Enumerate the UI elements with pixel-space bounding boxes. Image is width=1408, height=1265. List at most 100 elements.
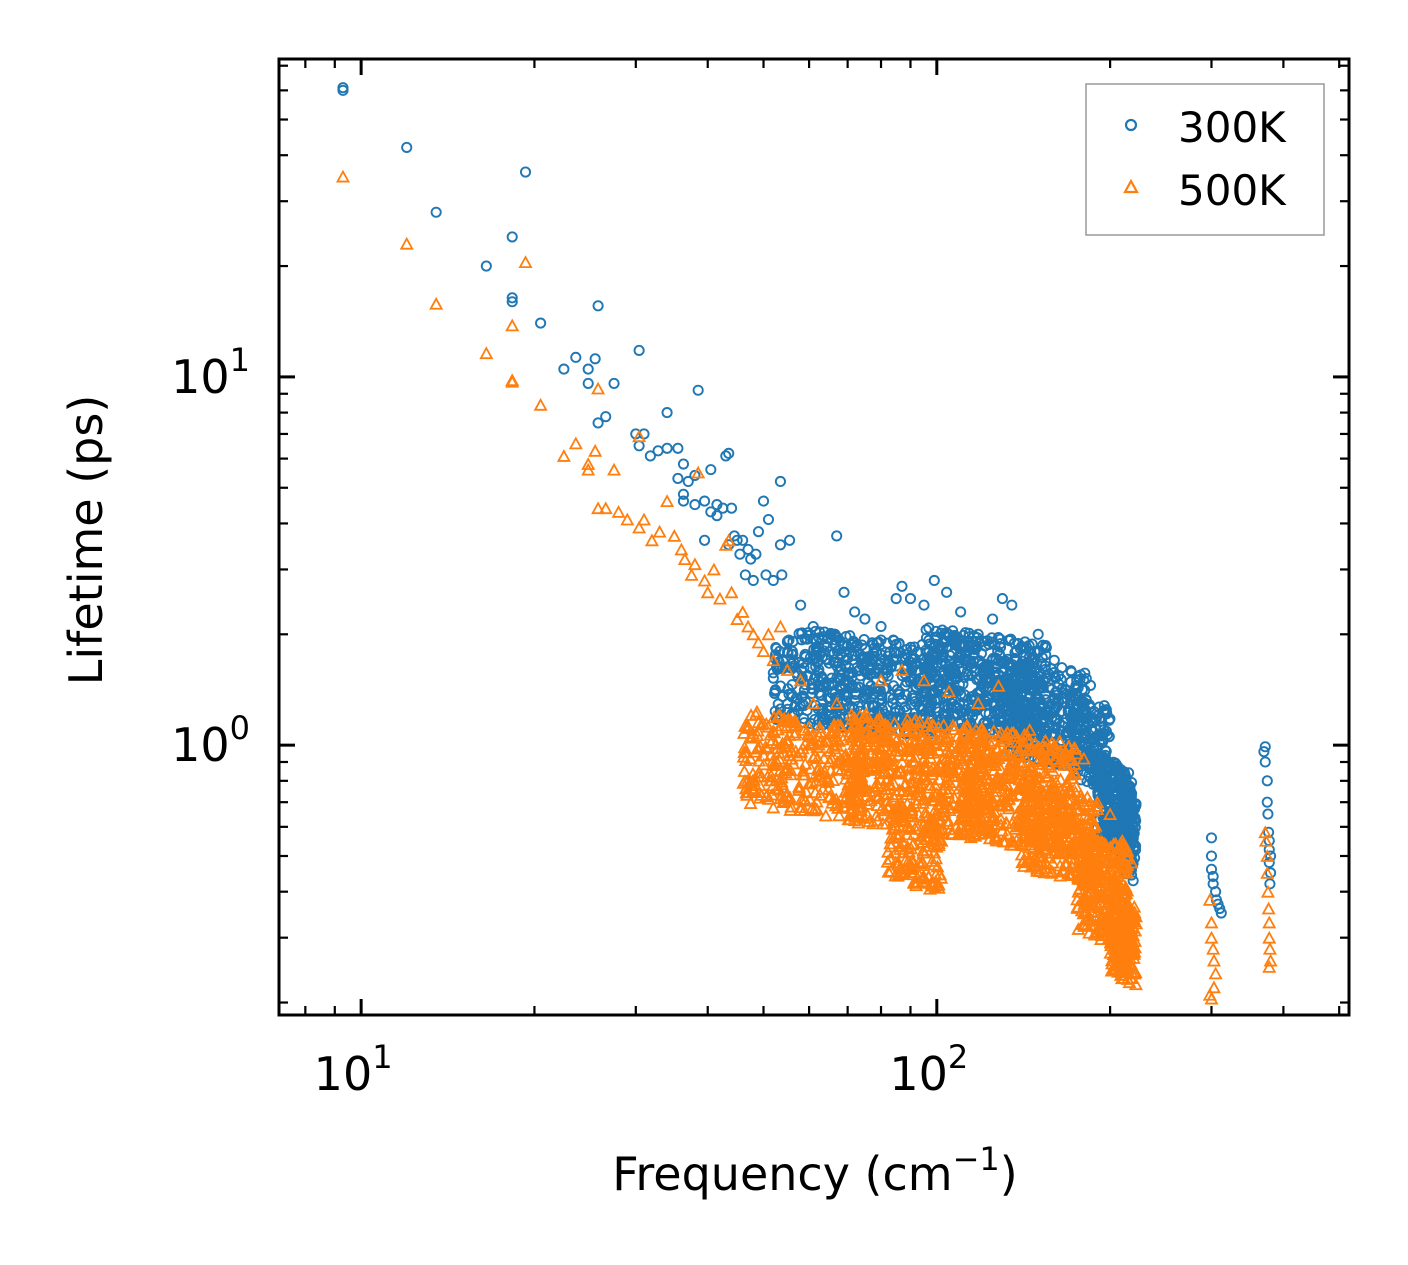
data-point <box>746 627 761 641</box>
data-point <box>957 629 969 641</box>
data-point <box>726 502 738 514</box>
data-point <box>856 810 871 824</box>
data-point <box>1120 865 1135 879</box>
data-point <box>968 828 983 842</box>
data-point <box>937 793 952 807</box>
data-point <box>1104 713 1116 725</box>
data-point <box>929 878 944 891</box>
plot-frame <box>277 57 1351 1017</box>
data-point <box>753 739 768 753</box>
data-point <box>816 651 828 663</box>
data-point <box>1010 665 1022 677</box>
data-point <box>988 758 1003 772</box>
data-point <box>961 647 973 659</box>
data-point <box>774 475 786 488</box>
data-point <box>969 666 981 678</box>
data-point <box>620 512 635 526</box>
data-point <box>1072 709 1085 721</box>
data-point <box>797 803 812 816</box>
data-point <box>1202 987 1217 1001</box>
data-point <box>948 687 960 699</box>
data-point <box>888 826 903 840</box>
data-point <box>866 637 878 649</box>
data-point <box>841 812 856 826</box>
data-point <box>915 795 930 809</box>
data-point <box>684 568 699 581</box>
data-point <box>914 701 926 713</box>
data-point <box>1205 863 1218 875</box>
data-point <box>1076 751 1091 765</box>
legend[interactable]: 300K 500K <box>1085 83 1325 236</box>
data-point <box>1009 729 1024 742</box>
data-point <box>672 442 684 454</box>
data-point <box>852 758 867 772</box>
data-point <box>873 740 888 754</box>
data-point <box>764 768 779 782</box>
data-point <box>879 816 894 830</box>
data-point <box>928 736 943 750</box>
data-point <box>598 501 613 515</box>
data-point <box>799 650 811 662</box>
data-point <box>480 260 492 272</box>
data-point <box>917 822 932 836</box>
data-point <box>918 599 930 611</box>
data-point <box>956 721 972 735</box>
data-point <box>1066 813 1081 826</box>
data-point <box>766 758 781 771</box>
data-point <box>989 833 1004 847</box>
data-point <box>989 740 1004 754</box>
data-point <box>739 569 751 581</box>
data-point <box>849 606 861 618</box>
data-point <box>919 691 931 703</box>
data-point <box>873 673 889 687</box>
data-point <box>730 612 745 625</box>
data-point <box>1126 908 1141 922</box>
data-point <box>1014 847 1029 861</box>
data-point <box>998 767 1013 780</box>
data-point <box>996 593 1008 605</box>
data-point <box>893 738 908 751</box>
data-point <box>916 673 932 687</box>
data-point <box>1104 769 1116 781</box>
data-point <box>1080 918 1095 932</box>
data-point <box>913 828 928 842</box>
data-point <box>986 636 998 648</box>
data-point <box>1120 895 1135 909</box>
data-point <box>1108 919 1123 933</box>
data-point <box>1053 820 1068 833</box>
series-500K <box>335 169 1278 1005</box>
data-point <box>568 436 583 450</box>
data-point <box>774 539 786 551</box>
data-point <box>787 648 799 660</box>
data-point <box>1051 689 1063 701</box>
data-point <box>810 661 822 673</box>
data-point <box>1076 794 1091 807</box>
data-point <box>947 661 959 673</box>
data-point <box>928 867 943 881</box>
data-point <box>1014 758 1029 772</box>
data-point <box>968 767 983 781</box>
data-point <box>1206 941 1221 955</box>
data-point <box>1070 899 1085 913</box>
data-point <box>1063 784 1078 798</box>
data-point <box>929 762 944 776</box>
data-point <box>971 734 986 748</box>
data-point <box>805 717 817 729</box>
data-point <box>950 673 962 685</box>
data-point <box>1097 756 1109 768</box>
data-point <box>1066 721 1078 734</box>
data-point <box>1085 832 1100 845</box>
data-point <box>518 255 533 269</box>
data-point <box>1093 912 1108 925</box>
data-point <box>782 635 794 647</box>
data-point <box>965 755 980 769</box>
data-point <box>888 868 903 882</box>
data-point <box>1033 845 1048 859</box>
data-point <box>804 761 819 775</box>
data-point <box>978 800 993 814</box>
data-point <box>835 663 848 675</box>
data-point <box>611 505 626 518</box>
data-point <box>863 700 875 712</box>
data-point <box>971 696 986 710</box>
data-point <box>993 811 1008 825</box>
